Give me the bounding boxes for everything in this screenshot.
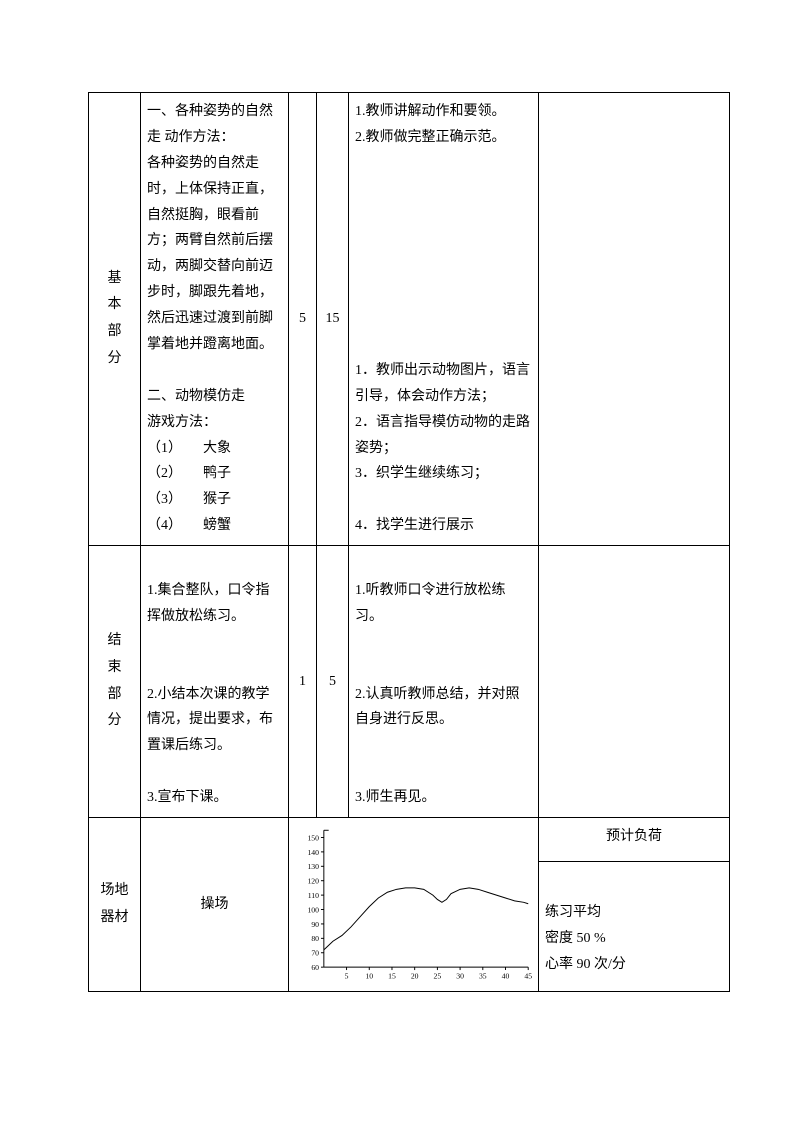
svg-text:90: 90 (311, 920, 319, 929)
load-details: 练习平均密度 50 %心率 90 次/分 (539, 861, 730, 991)
basic-activity: 1.教师讲解动作和要领。2.教师做完整正确示范。1．教师出示动物图片，语言引导，… (349, 93, 539, 546)
svg-text:120: 120 (307, 877, 319, 886)
svg-text:80: 80 (311, 934, 319, 943)
basic-last (539, 93, 730, 546)
svg-text:110: 110 (308, 891, 319, 900)
svg-text:35: 35 (479, 972, 487, 981)
basic-num2: 15 (317, 93, 349, 546)
end-activity: 1.听教师口令进行放松练习。 2.认真听教师总结，并对照自身进行反思。 3.师生… (349, 546, 539, 818)
svg-text:30: 30 (456, 972, 464, 981)
venue-label: 场地器材 (89, 818, 141, 992)
end-num2: 5 (317, 546, 349, 818)
row-venue-top: 场地器材 操场 60708090100110120130140150510152… (89, 818, 730, 862)
venue-value: 操场 (141, 818, 289, 992)
svg-text:140: 140 (307, 848, 319, 857)
load-chart-cell: 60 70 80 90 100 110 120 130 140 150 5 10 15 20 25 30 35 4… (289, 818, 539, 992)
load-title: 预计负荷 (539, 818, 730, 862)
lesson-plan-table: 基本部分 一、各种姿势的自然走 动作方法：各种姿势的自然走时，上体保持正直，自然… (88, 92, 730, 992)
section-basic-label: 基本部分 (89, 93, 141, 546)
svg-text:40: 40 (502, 972, 510, 981)
svg-text:100: 100 (307, 905, 319, 914)
row-end: 结束部分 1.集合整队，口令指挥做放松练习。 2.小结本次课的教学情况，提出要求… (89, 546, 730, 818)
row-basic: 基本部分 一、各种姿势的自然走 动作方法：各种姿势的自然走时，上体保持正直，自然… (89, 93, 730, 546)
end-content: 1.集合整队，口令指挥做放松练习。 2.小结本次课的教学情况，提出要求，布置课后… (141, 546, 289, 818)
svg-text:60: 60 (311, 963, 319, 972)
basic-num1: 5 (289, 93, 317, 546)
section-end-label: 结束部分 (89, 546, 141, 818)
end-last (539, 546, 730, 818)
svg-text:70: 70 (311, 949, 319, 958)
svg-text:5: 5 (345, 972, 349, 981)
svg-text:130: 130 (307, 862, 319, 871)
svg-text:20: 20 (411, 972, 419, 981)
svg-text:15: 15 (388, 972, 396, 981)
svg-text:10: 10 (365, 972, 373, 981)
svg-text:25: 25 (434, 972, 442, 981)
svg-text:45: 45 (524, 972, 532, 981)
load-chart: 60 70 80 90 100 110 120 130 140 150 5 10 15 20 25 30 35 4… (293, 822, 534, 987)
basic-content: 一、各种姿势的自然走 动作方法：各种姿势的自然走时，上体保持正直，自然挺胸，眼看… (141, 93, 289, 546)
svg-text:150: 150 (307, 833, 319, 842)
end-num1: 1 (289, 546, 317, 818)
